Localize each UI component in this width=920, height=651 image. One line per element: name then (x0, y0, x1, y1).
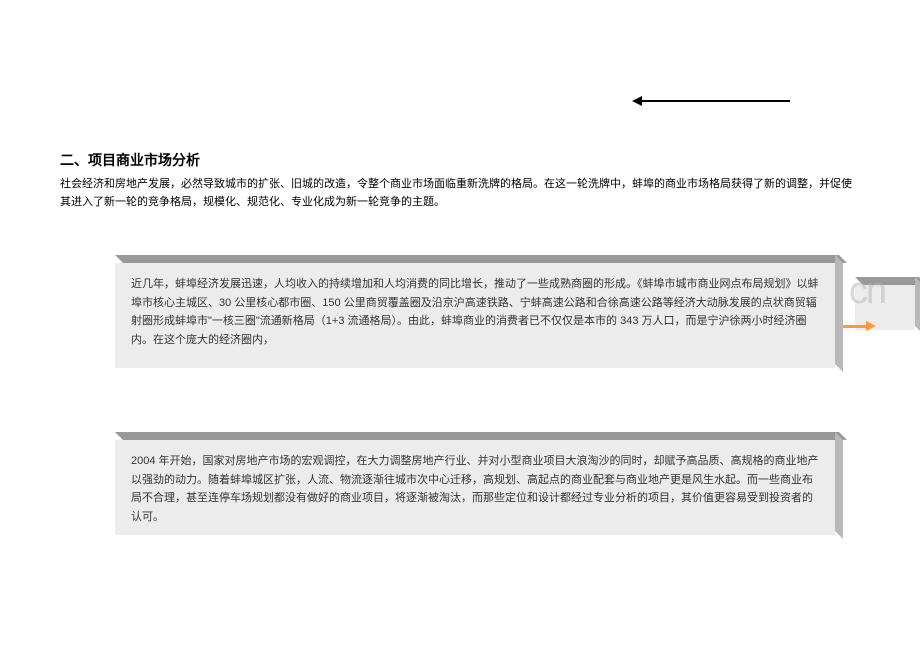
top-black-arrow (640, 100, 790, 102)
box2-text: 2004 年开始，国家对房地产市场的宏观调控，在大力调整房地产行业、并对小型商业… (131, 452, 819, 527)
orange-arrow-icon (843, 325, 868, 328)
section-heading: 二、项目商业市场分析 (60, 150, 200, 170)
intro-paragraph: 社会经济和房地产发展，必然导致城市的扩张、旧城的改造，令整个商业市场面临重新洗牌… (60, 176, 860, 211)
small-side-box (855, 285, 915, 330)
content-box-2: 2004 年开始，国家对房地产市场的宏观调控，在大力调整房地产行业、并对小型商业… (115, 440, 835, 535)
box1-text: 近几年，蚌埠经济发展迅速，人均收入的持续增加和人均消费的同比增长，推动了一些成熟… (131, 275, 819, 350)
content-box-1: 近几年，蚌埠经济发展迅速，人均收入的持续增加和人均消费的同比增长，推动了一些成熟… (115, 263, 835, 368)
